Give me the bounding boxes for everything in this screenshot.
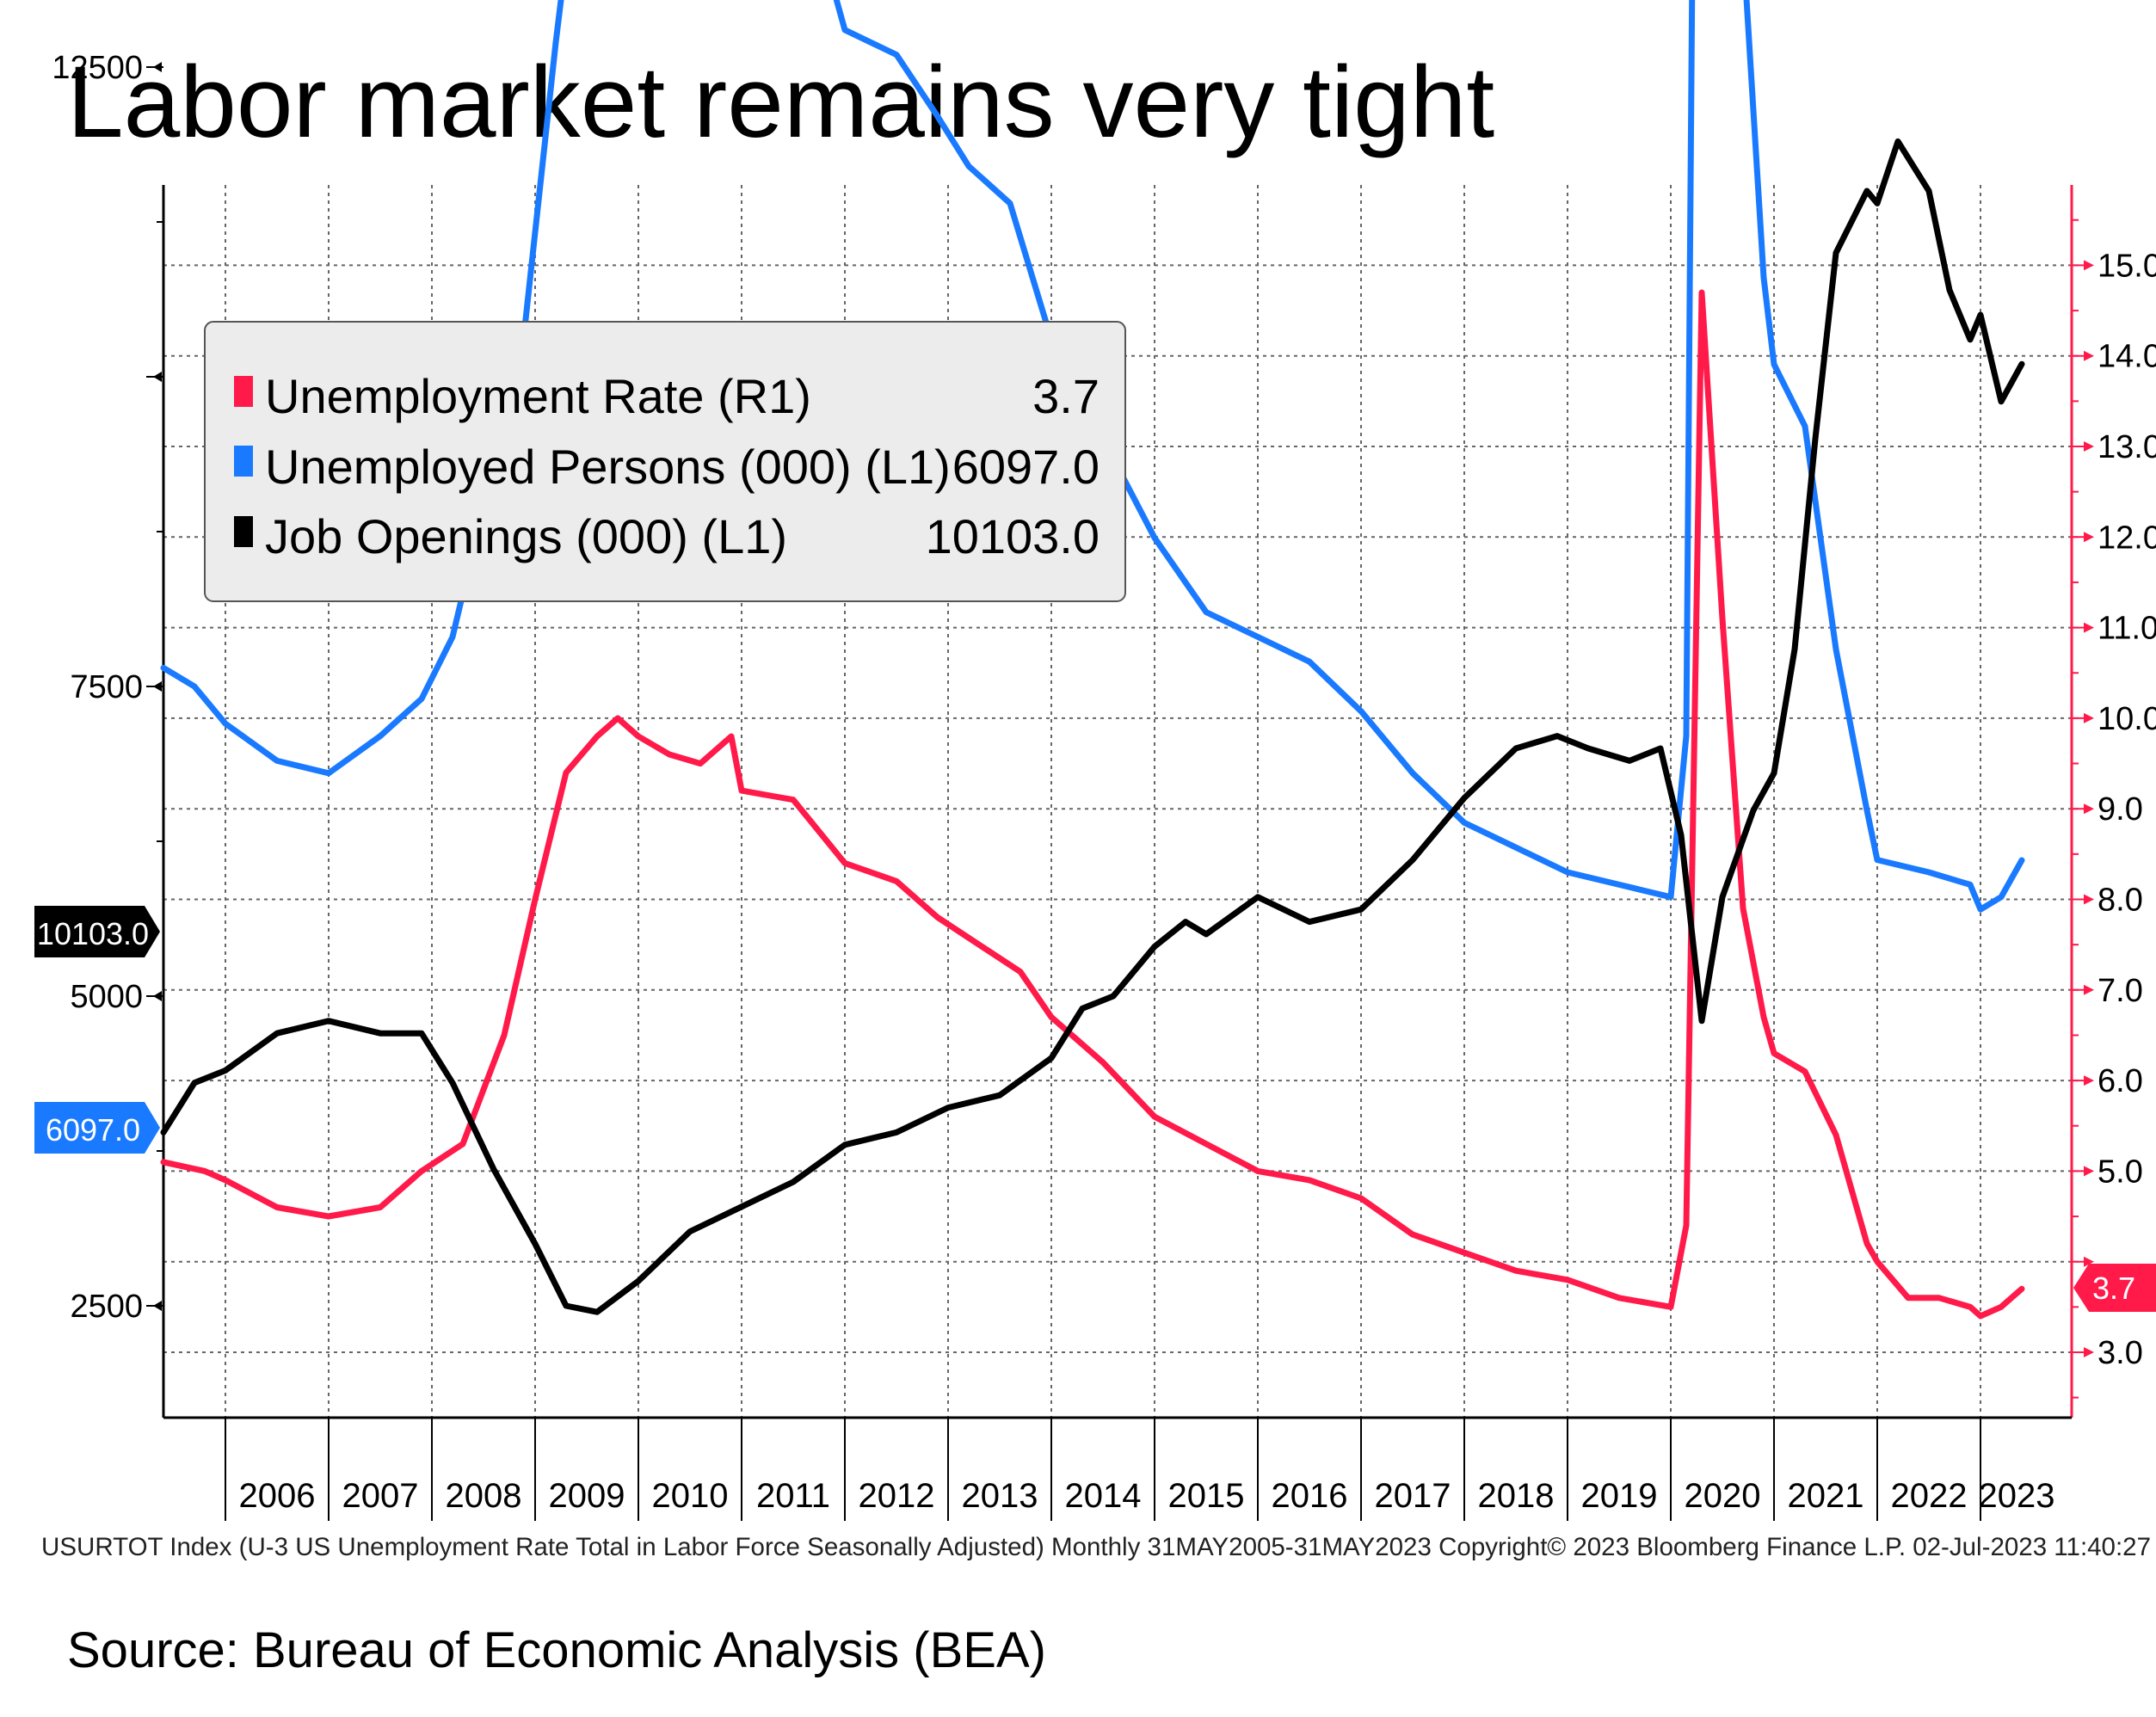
legend-value-openings: 10103.0: [926, 509, 1100, 563]
x-tick-label: 2007: [342, 1477, 419, 1515]
x-tick-label: 2015: [1168, 1477, 1245, 1515]
series-lines: [160, 0, 2025, 1320]
legend-value-unemployed: 6097.0: [952, 440, 1100, 494]
right-tick-label: 13.0: [2097, 429, 2156, 465]
right-tick-label: 12.0: [2097, 520, 2156, 556]
x-tick-label: 2021: [1788, 1477, 1864, 1515]
right-tick-mark: [2084, 803, 2094, 815]
right-tick-label: 5.0: [2097, 1154, 2143, 1190]
right-tick-mark: [2084, 260, 2094, 271]
right-tick-mark: [2084, 532, 2094, 543]
right-tick-mark: [2084, 622, 2094, 633]
right-tick-mark: [2084, 1256, 2094, 1267]
left-tick-label: 5000: [70, 979, 143, 1015]
page-title: Labor market remains very tight: [67, 46, 1495, 159]
footer-text: USURTOT Index (U-3 US Unemployment Rate …: [41, 1533, 2151, 1561]
right-tick-mark: [2084, 712, 2094, 723]
x-tick-label: 2009: [549, 1477, 625, 1515]
right-tick-mark: [2084, 894, 2094, 905]
right-tick-label: 15.0: [2097, 248, 2156, 284]
tag-rate-value: 3.7: [2092, 1271, 2135, 1306]
right-tick-mark: [2084, 350, 2094, 361]
right-tick-label: 8.0: [2097, 883, 2143, 919]
tag-unemployed-value: 6097.0: [46, 1112, 140, 1148]
x-tick-label: 2022: [1891, 1477, 1968, 1515]
x-tick-label: 2011: [756, 1477, 830, 1515]
series-line-job-openings: [160, 138, 2025, 1315]
x-tick-label: 2016: [1272, 1477, 1348, 1515]
left-tick-label: 7500: [70, 669, 143, 705]
legend-label-rate: Unemployment Rate (R1): [265, 369, 811, 423]
x-tick-label: 2020: [1685, 1477, 1761, 1515]
x-tick-label: 2014: [1065, 1477, 1142, 1515]
right-tick-label: 7.0: [2097, 973, 2143, 1009]
legend-swatch-openings: [234, 516, 253, 547]
source-note: Source: Bureau of Economic Analysis (BEA…: [67, 1622, 1046, 1678]
left-tick-label: 2500: [70, 1289, 143, 1325]
legend-label-unemployed: Unemployed Persons (000) (L1): [265, 440, 951, 494]
right-tick-label: 14.0: [2097, 339, 2156, 375]
right-tick-mark: [2084, 441, 2094, 452]
tag-openings-shape: [34, 906, 160, 957]
right-tick-label: 3.0: [2097, 1335, 2143, 1371]
right-tick-label: 6.0: [2097, 1063, 2143, 1099]
legend-swatch-unemployed: [234, 446, 253, 477]
right-tick-mark: [2084, 984, 2094, 995]
last-value-tags: 10103.0 6097.0 3.7: [34, 906, 2156, 1312]
right-tick-mark: [2084, 1075, 2094, 1086]
tag-unemployed-shape: [34, 1102, 160, 1154]
legend-value-rate: 3.7: [1032, 369, 1100, 423]
legend-background: [204, 321, 1126, 602]
x-tick-label: 2017: [1375, 1477, 1451, 1515]
axes: 25005000750012500150001750020000225003.0…: [52, 50, 2156, 1521]
x-tick-label: 2008: [446, 1477, 522, 1515]
right-tick-label: 10.0: [2097, 701, 2156, 737]
tag-openings-value: 10103.0: [37, 916, 149, 951]
right-tick-mark: [2084, 1347, 2094, 1357]
x-tick-label: 2012: [859, 1477, 935, 1515]
x-tick-label: 2013: [962, 1477, 1038, 1515]
x-tick-label: 2006: [239, 1477, 316, 1515]
right-tick-label: 11.0: [2097, 611, 2156, 647]
right-tick-mark: [2084, 1166, 2094, 1177]
tag-rate-shape: [2073, 1264, 2156, 1312]
legend-label-openings: Job Openings (000) (L1): [265, 509, 787, 563]
series-line-unemployed-persons: [160, 0, 2025, 913]
right-tick-label: 9.0: [2097, 791, 2143, 828]
left-tick-label: 12500: [52, 50, 143, 86]
legend-swatch-rate: [234, 376, 253, 407]
x-tick-label: 2019: [1581, 1477, 1658, 1515]
series-line-unemployment-rate: [160, 289, 2025, 1320]
x-tick-label: 2010: [652, 1477, 729, 1515]
x-tick-label: 2023: [1979, 1477, 2055, 1515]
legend: Unemployment Rate (R1) Unemployed Person…: [204, 321, 1126, 602]
x-tick-label: 2018: [1478, 1477, 1555, 1515]
